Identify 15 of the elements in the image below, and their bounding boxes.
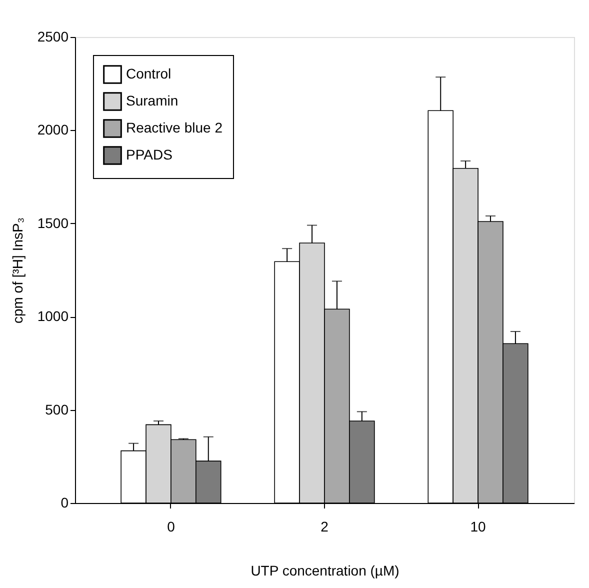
y-tick-label: 2500 — [37, 28, 69, 44]
legend-label: PPADS — [126, 146, 172, 162]
x-tick-label: 2 — [320, 518, 329, 534]
legend-label: Control — [126, 66, 172, 82]
legend-label: Suramin — [126, 92, 178, 108]
y-tick-label: 1500 — [37, 214, 69, 231]
x-tick-label: 10 — [470, 518, 486, 534]
y-axis-title: cpm of [³H] InsP₃ — [9, 217, 26, 324]
y-tick-label: 500 — [45, 401, 69, 418]
y-tick-label: 0 — [60, 494, 69, 510]
x-axis-title: UTP concentration (µM) — [250, 562, 400, 578]
y-tick-label: 1000 — [37, 308, 69, 324]
y-tick-label: 2000 — [37, 122, 69, 138]
x-tick-label: 0 — [167, 518, 176, 534]
legend-label: Reactive blue 2 — [126, 120, 223, 136]
